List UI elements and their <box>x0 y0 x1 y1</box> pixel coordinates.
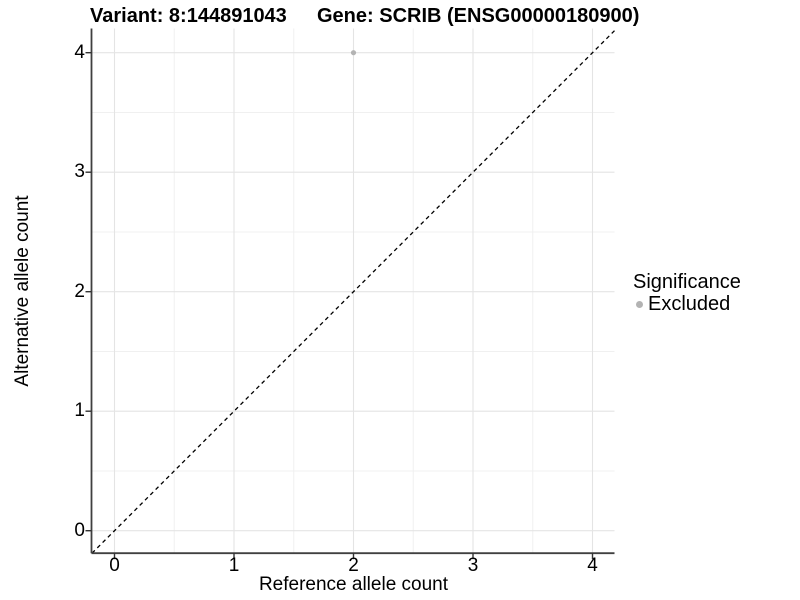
y-tick-label: 3 <box>74 161 85 183</box>
legend-point-icon <box>636 300 643 308</box>
scatter-point <box>350 50 357 56</box>
legend-item-label: Excluded <box>648 293 731 315</box>
legend-item-excluded: Excluded <box>633 293 741 315</box>
y-tick-label: 1 <box>74 400 85 422</box>
identity-dashed-line <box>91 30 615 554</box>
x-tick-label: 1 <box>228 555 240 576</box>
x-tick-label: 3 <box>467 555 479 576</box>
x-tick-label: 0 <box>109 555 120 576</box>
y-axis-title: Alternative allele count <box>12 195 33 387</box>
y-tick-label: 0 <box>74 519 85 541</box>
plot-title-variant: Variant: 8:144891043 <box>90 5 287 27</box>
legend-title: Significance <box>633 271 741 293</box>
x-axis-title: Reference allele count <box>258 574 449 595</box>
y-tick-label: 2 <box>74 280 85 302</box>
plot-title-gene: Gene: SCRIB (ENSG00000180900) <box>317 5 640 27</box>
x-tick-label: 2 <box>348 555 359 576</box>
y-tick-label: 4 <box>74 41 85 63</box>
x-tick-label: 4 <box>587 555 598 576</box>
legend: Significance Excluded <box>633 271 741 315</box>
